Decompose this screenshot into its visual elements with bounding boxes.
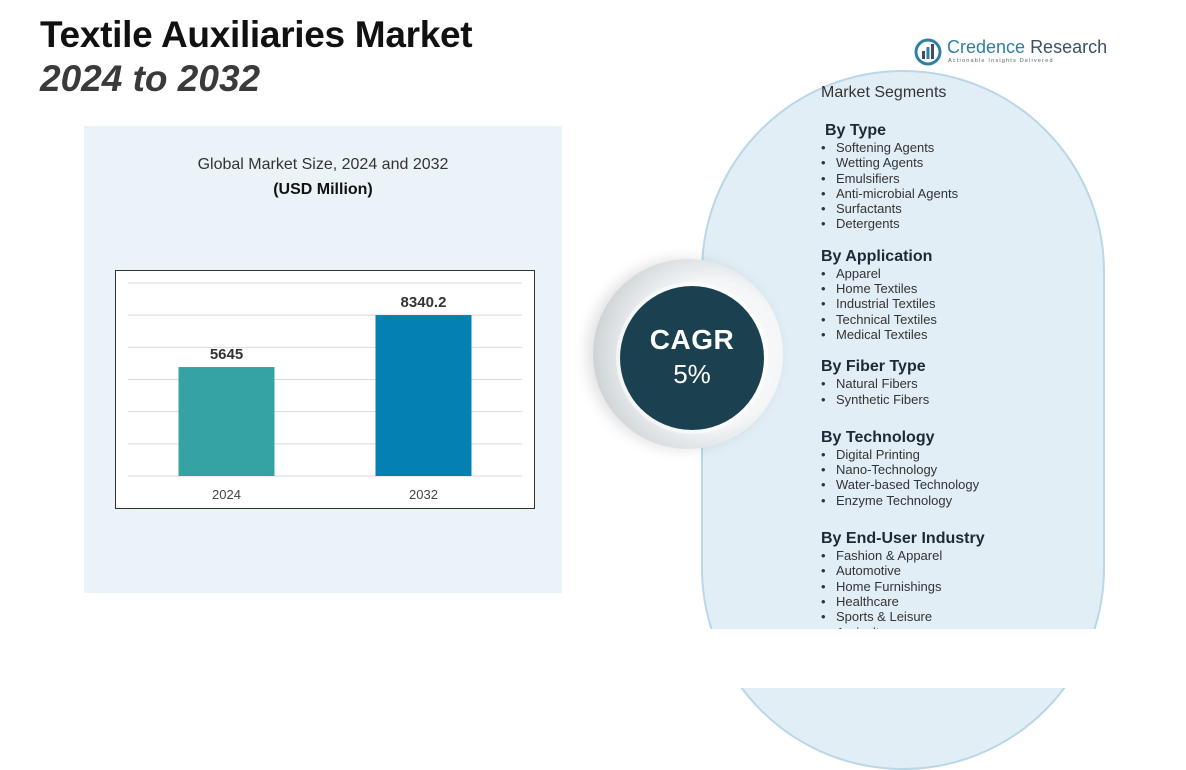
segment-group-application: By Application Apparel Home Textiles Ind… <box>821 247 1091 343</box>
segment-group-type: By Type Softening Agents Wetting Agents … <box>821 121 1091 232</box>
cagr-label: CAGR <box>649 324 735 355</box>
brand-logo: Credence Research Actionable Insights De… <box>914 36 1107 68</box>
x-tick-label: 2032 <box>409 487 438 502</box>
segment-item: Emulsifiers <box>821 171 1091 187</box>
segment-item: Detergents <box>821 216 1091 232</box>
segment-group-technology: By Technology Digital Printing Nano-Tech… <box>821 428 1091 508</box>
segment-item: Healthcare <box>821 594 1091 610</box>
bar-2032 <box>375 315 472 476</box>
cagr-badge: CAGR 5% <box>620 286 764 430</box>
page-title: Textile Auxiliaries Market <box>40 14 473 55</box>
brand-tagline: Actionable Insights Delivered <box>948 58 1054 64</box>
bar-value-label: 8340.2 <box>401 294 447 311</box>
segment-group-end-user-industry: By End-User Industry Fashion & Apparel A… <box>821 529 1091 640</box>
segment-group-title: By Fiber Type <box>821 358 926 376</box>
page-subtitle: 2024 to 2032 <box>40 58 261 99</box>
brand-name-part2: Research <box>1030 37 1108 57</box>
segment-group-title: By Application <box>821 247 933 265</box>
segment-item: Home Textiles <box>821 281 1091 297</box>
segment-item: Fashion & Apparel <box>821 548 1091 564</box>
segment-group-title: By Technology <box>821 428 935 446</box>
bar-value-label: 5645 <box>210 346 243 363</box>
segments-content: Market Segments By Type Softening Agents… <box>821 84 1091 655</box>
segment-item: Apparel <box>821 266 1091 282</box>
segment-item: Industrial Textiles <box>821 296 1091 312</box>
chart-panel: Global Market Size, 2024 and 2032 (USD M… <box>84 126 562 593</box>
credence-logo-icon <box>914 38 942 66</box>
brand-name: Credence Research <box>947 37 1107 58</box>
segment-group-title: By End-User Industry <box>821 530 985 548</box>
segment-item: Sports & Leisure <box>821 609 1091 625</box>
segment-item: Anti-microbial Agents <box>821 186 1091 202</box>
x-tick-label: 2024 <box>212 487 241 502</box>
segment-item: Softening Agents <box>821 140 1091 156</box>
segment-item: Water-based Technology <box>821 477 1091 493</box>
segment-item: Automotive <box>821 563 1091 579</box>
cagr-value: 5% <box>673 359 711 389</box>
segment-item: Nano-Technology <box>821 462 1091 478</box>
segment-item: Surfactants <box>821 201 1091 217</box>
chart-title: Global Market Size, 2024 and 2032 <box>197 156 449 173</box>
bar-chart: 5645 2024 8340.2 2032 <box>128 282 522 502</box>
segment-item: Home Furnishings <box>821 579 1091 595</box>
segment-group-title: By Type <box>825 122 887 139</box>
chart-unit: (USD Million) <box>273 181 373 198</box>
segment-item: Natural Fibers <box>821 376 1091 392</box>
bar-2024 <box>178 367 275 476</box>
segment-item: Synthetic Fibers <box>821 392 1091 408</box>
bottom-mask <box>600 629 1186 688</box>
segment-item: Digital Printing <box>821 447 1091 463</box>
segment-item: Enzyme Technology <box>821 493 1091 509</box>
segments-heading: Market Segments <box>821 84 947 101</box>
brand-name-part1: Credence <box>947 37 1026 57</box>
segment-item: Technical Textiles <box>821 312 1091 328</box>
segment-group-fiber-type: By Fiber Type Natural Fibers Synthetic F… <box>821 357 1091 407</box>
segment-item: Medical Textiles <box>821 327 1091 343</box>
chart-frame: 5645 2024 8340.2 2032 <box>115 270 535 509</box>
segment-item: Wetting Agents <box>821 155 1091 171</box>
